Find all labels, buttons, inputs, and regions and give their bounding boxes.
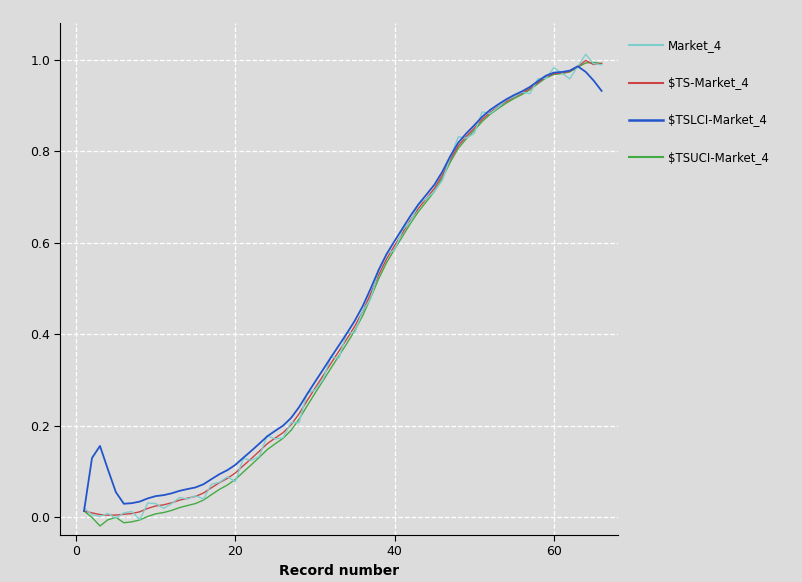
Market_4 [135,516,144,523]
Text: Market_4: Market_4 [668,39,722,52]
$TSUCI-Market_4 [246,462,256,469]
$TSLCI-Market_4 [485,107,495,113]
$TS-Market_4 [246,455,256,462]
$TSLCI-Market_4 [302,391,312,398]
Line: $TS-Market_4: $TS-Market_4 [84,61,602,515]
Line: $TSUCI-Market_4: $TSUCI-Market_4 [84,62,602,526]
$TSLCI-Market_4 [597,87,606,94]
$TS-Market_4 [127,510,136,517]
Line: $TSLCI-Market_4: $TSLCI-Market_4 [84,66,602,511]
$TS-Market_4 [493,103,503,110]
$TSUCI-Market_4 [597,60,606,67]
Line: Market_4: Market_4 [84,54,602,520]
Market_4 [581,51,590,58]
Market_4 [597,61,606,68]
$TSUCI-Market_4 [318,377,328,384]
$TSUCI-Market_4 [310,390,320,397]
$TSUCI-Market_4 [79,508,89,514]
$TSUCI-Market_4 [589,59,598,66]
$TSUCI-Market_4 [215,486,225,493]
$TS-Market_4 [103,512,113,519]
$TSLCI-Market_4 [557,69,566,76]
$TS-Market_4 [79,508,89,514]
Market_4 [119,509,128,516]
Market_4 [215,479,225,486]
$TSLCI-Market_4 [238,455,248,462]
$TS-Market_4 [581,57,590,64]
$TSUCI-Market_4 [95,523,105,530]
Market_4 [493,104,503,111]
$TS-Market_4 [318,372,328,379]
Text: $TS-Market_4: $TS-Market_4 [668,76,748,89]
$TSUCI-Market_4 [493,105,503,112]
$TS-Market_4 [215,479,225,486]
$TSLCI-Market_4 [79,508,89,514]
$TS-Market_4 [310,385,320,392]
$TSLCI-Market_4 [207,475,217,482]
X-axis label: Record number: Record number [279,564,399,578]
$TS-Market_4 [597,60,606,67]
$TSLCI-Market_4 [573,63,582,70]
Market_4 [246,457,256,464]
Market_4 [318,376,328,383]
Text: $TSLCI-Market_4: $TSLCI-Market_4 [668,113,767,126]
$TSUCI-Market_4 [127,519,136,526]
Market_4 [79,505,89,512]
$TSLCI-Market_4 [119,501,128,508]
Text: $TSUCI-Market_4: $TSUCI-Market_4 [668,151,768,164]
Market_4 [310,386,320,393]
